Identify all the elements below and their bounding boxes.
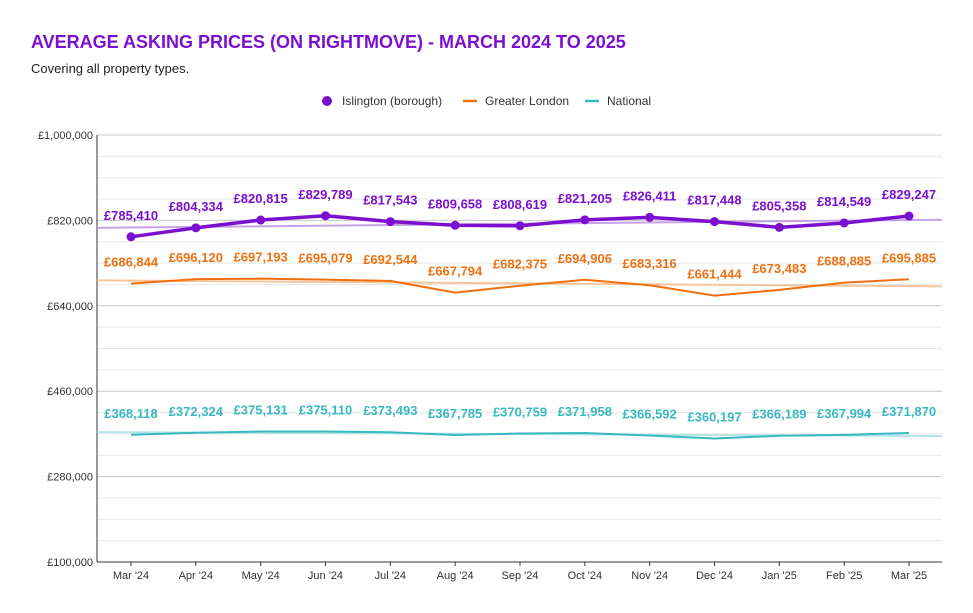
data-label: £692,544 <box>363 252 418 267</box>
data-label: £696,120 <box>169 250 223 265</box>
data-label: £805,358 <box>752 198 806 213</box>
y-tick-label: £280,000 <box>47 472 93 484</box>
data-label: £360,197 <box>687 410 741 425</box>
data-point <box>515 221 525 231</box>
legend: Islington (borough) Greater London Nationa… <box>322 94 651 108</box>
x-tick-label: Jan '25 <box>762 570 797 582</box>
y-tick-label: £820,000 <box>47 215 93 227</box>
data-point <box>710 217 719 227</box>
data-label: £808,619 <box>493 197 547 212</box>
data-label: £682,375 <box>493 257 547 272</box>
x-tick-label: Mar '24 <box>113 570 149 582</box>
data-label: £820,815 <box>234 191 288 206</box>
data-label: £821,205 <box>558 191 612 206</box>
data-label: £367,785 <box>428 406 482 421</box>
axes: £100,000 £280,000 £460,000 £640,000 £820,000… <box>38 130 942 582</box>
data-label: £694,906 <box>558 251 612 266</box>
data-point <box>580 215 590 225</box>
data-label: £829,247 <box>882 187 936 202</box>
legend-label: National <box>607 94 651 108</box>
chart-subtitle: Covering all property types. <box>31 61 190 76</box>
x-tick-label: Apr '24 <box>179 570 214 582</box>
data-label: £688,885 <box>817 254 871 269</box>
chart-title: AVERAGE ASKING PRICES (ON RIGHTMOVE) - M… <box>31 32 626 52</box>
data-point <box>321 211 330 221</box>
data-point <box>645 212 655 222</box>
data-point <box>256 215 266 225</box>
x-tick-label: Nov '24 <box>631 570 668 582</box>
data-labels: £785,410 £804,334 £820,815 £829,789 £817,543… <box>104 187 936 425</box>
data-label: £372,324 <box>169 404 224 419</box>
gridlines <box>97 134 942 563</box>
data-label: £695,885 <box>882 250 936 265</box>
trend-line <box>96 279 943 288</box>
x-tick-label: Feb '25 <box>826 570 862 582</box>
data-label: £809,658 <box>428 196 482 211</box>
data-label: £373,493 <box>363 403 417 418</box>
legend-marker <box>322 96 332 106</box>
data-point <box>450 220 460 230</box>
x-tick-label: Dec '24 <box>696 570 733 582</box>
data-point <box>385 217 395 227</box>
data-label: £826,411 <box>623 188 677 203</box>
y-tick-label: £640,000 <box>47 301 93 313</box>
data-label: £375,110 <box>299 402 353 417</box>
data-label: £817,448 <box>687 193 741 208</box>
data-point <box>191 223 201 233</box>
data-label: £695,079 <box>298 251 352 266</box>
data-point <box>904 211 914 221</box>
data-label: £375,131 <box>234 402 288 417</box>
y-tick-label: £100,000 <box>47 557 93 569</box>
data-point <box>126 232 136 242</box>
data-label: £683,316 <box>623 256 677 271</box>
data-label: £814,549 <box>817 194 871 209</box>
series-line <box>130 277 910 297</box>
x-tick-label: Aug '24 <box>437 570 474 582</box>
legend-label: Greater London <box>485 94 569 108</box>
data-label: £697,193 <box>234 250 288 265</box>
data-label: £371,958 <box>558 404 612 419</box>
data-point <box>774 222 784 232</box>
data-label: £817,543 <box>363 193 417 208</box>
data-label: £366,189 <box>752 407 806 422</box>
y-tick-label: £460,000 <box>47 386 93 398</box>
data-label: £367,994 <box>817 406 872 421</box>
data-label: £686,844 <box>104 255 159 270</box>
data-label: £366,592 <box>623 407 677 422</box>
y-tick-label: £1,000,000 <box>38 130 93 142</box>
x-tick-label: Sep '24 <box>502 570 539 582</box>
x-tick-label: Jun '24 <box>308 570 343 582</box>
series-lines <box>126 211 914 440</box>
data-label: £370,759 <box>493 405 547 420</box>
data-label: £667,794 <box>428 264 483 279</box>
legend-label: Islington (borough) <box>342 94 442 108</box>
series-line <box>130 430 910 440</box>
data-label: £371,870 <box>882 404 936 419</box>
x-tick-label: Jul '24 <box>375 570 406 582</box>
data-label: £368,118 <box>104 406 158 421</box>
x-tick-label: Mar '25 <box>891 570 927 582</box>
x-tick-label: May '24 <box>242 570 280 582</box>
x-tick-label: Oct '24 <box>568 570 603 582</box>
data-label: £673,483 <box>752 261 806 276</box>
data-label: £785,410 <box>104 208 158 223</box>
data-label: £829,789 <box>298 187 352 202</box>
data-label: £804,334 <box>169 199 224 214</box>
data-point <box>839 218 849 228</box>
data-label: £661,444 <box>687 267 742 282</box>
